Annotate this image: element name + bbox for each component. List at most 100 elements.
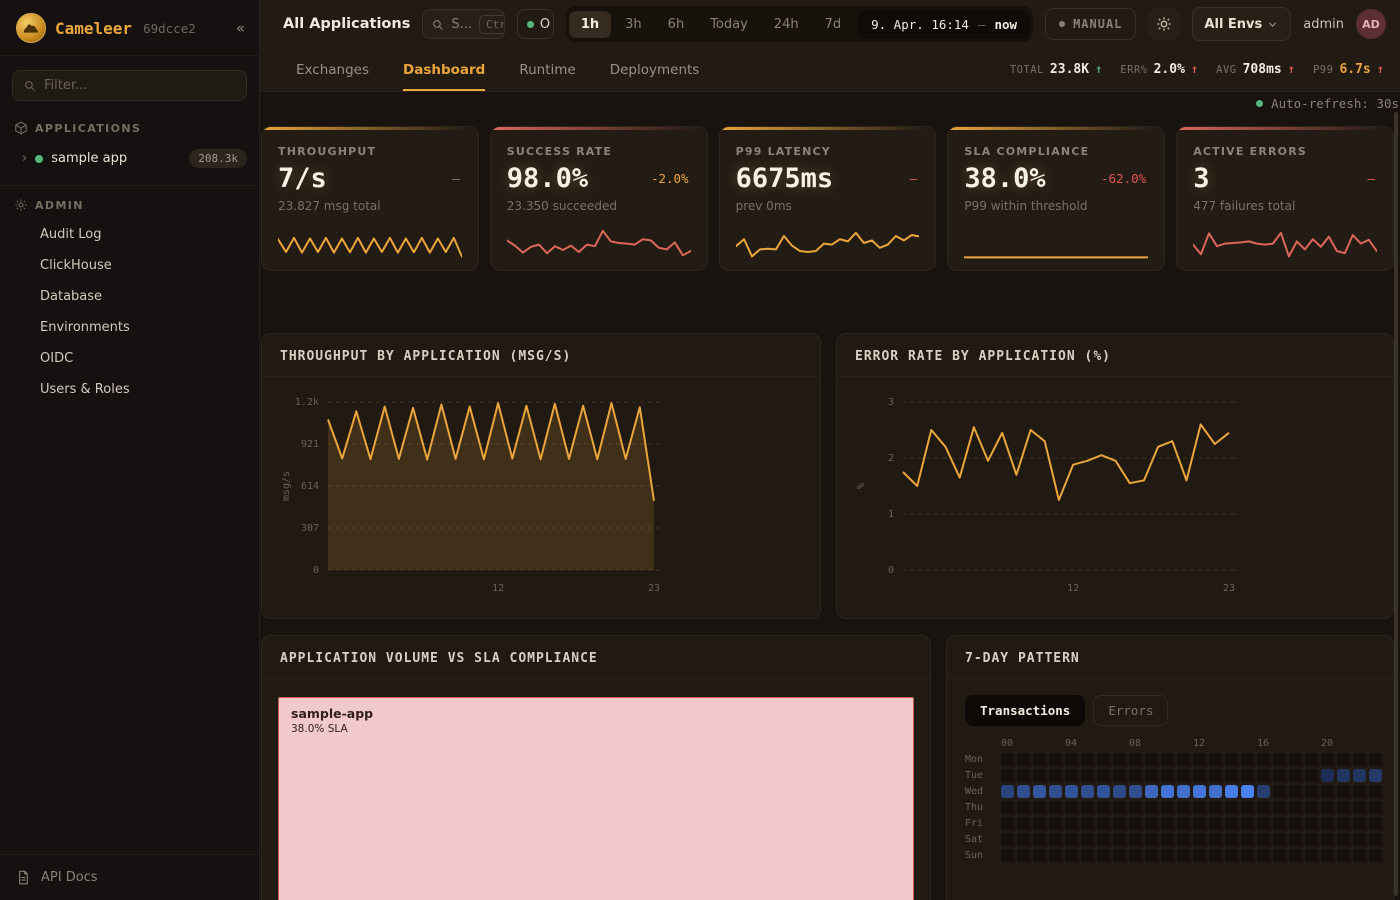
heatmap-cell[interactable]: [1113, 849, 1126, 862]
heatmap-cell[interactable]: [1161, 833, 1174, 846]
sidebar-filter[interactable]: Filter...: [12, 70, 247, 101]
heatmap-cell[interactable]: [1241, 833, 1254, 846]
sidebar-item-database[interactable]: Database: [0, 281, 259, 312]
heatmap-cell[interactable]: [1017, 817, 1030, 830]
heatmap-cell[interactable]: [1129, 785, 1142, 798]
heatmap-cell[interactable]: [1081, 849, 1094, 862]
sidebar-item-api-docs[interactable]: API Docs: [0, 854, 259, 900]
heatmap-cell[interactable]: [1257, 817, 1270, 830]
heatmap-cell[interactable]: [1273, 801, 1286, 814]
heatmap-cell[interactable]: [1097, 801, 1110, 814]
heatmap-cell[interactable]: [1017, 769, 1030, 782]
heatmap-cell[interactable]: [1257, 801, 1270, 814]
heatmap-cell[interactable]: [1161, 801, 1174, 814]
treemap-tile-sample-app[interactable]: sample-app 38.0% SLA: [278, 697, 914, 900]
heatmap-cell[interactable]: [1241, 785, 1254, 798]
heatmap-cell[interactable]: [1017, 801, 1030, 814]
tab-dashboard[interactable]: Dashboard: [403, 49, 485, 90]
sidebar-item-oidc[interactable]: OIDC: [0, 343, 259, 374]
heatmap-cell[interactable]: [1193, 753, 1206, 766]
heatmap-cell[interactable]: [1193, 849, 1206, 862]
heatmap-cell[interactable]: [1289, 849, 1302, 862]
heatmap-cell[interactable]: [1049, 801, 1062, 814]
heatmap-cell[interactable]: [1289, 833, 1302, 846]
range-button-24h[interactable]: 24h: [762, 11, 811, 38]
heatmap-cell[interactable]: [1305, 833, 1318, 846]
heatmap-cell[interactable]: [1225, 801, 1238, 814]
heatmap-cell[interactable]: [1337, 753, 1350, 766]
heatmap-cell[interactable]: [1241, 801, 1254, 814]
heatmap-cell[interactable]: [1001, 801, 1014, 814]
heatmap-cell[interactable]: [1321, 769, 1334, 782]
heatmap-cell[interactable]: [1097, 785, 1110, 798]
heatmap-cell[interactable]: [1321, 833, 1334, 846]
manual-refresh-button[interactable]: MANUAL: [1045, 8, 1136, 40]
heatmap-cell[interactable]: [1145, 849, 1158, 862]
heatmap-cell[interactable]: [1065, 849, 1078, 862]
heatmap-cell[interactable]: [1353, 785, 1366, 798]
heatmap-cell[interactable]: [1161, 817, 1174, 830]
range-button-1h[interactable]: 1h: [569, 11, 611, 38]
heatmap-cell[interactable]: [1369, 769, 1382, 782]
heatmap-cell[interactable]: [1065, 785, 1078, 798]
toggle-transactions[interactable]: Transactions: [965, 695, 1085, 726]
heatmap-cell[interactable]: [1257, 769, 1270, 782]
date-range-display[interactable]: 9. Apr. 16:14 – now: [858, 10, 1030, 39]
heatmap-cell[interactable]: [1161, 849, 1174, 862]
sidebar-collapse-icon[interactable]: «: [236, 19, 245, 37]
heatmap-cell[interactable]: [1001, 769, 1014, 782]
scrollbar-thumb[interactable]: [1394, 112, 1398, 896]
heatmap-cell[interactable]: [1145, 785, 1158, 798]
heatmap-cell[interactable]: [1097, 817, 1110, 830]
heatmap-cell[interactable]: [1081, 769, 1094, 782]
tab-deployments[interactable]: Deployments: [610, 49, 700, 90]
heatmap-cell[interactable]: [1081, 817, 1094, 830]
heatmap-cell[interactable]: [1209, 849, 1222, 862]
heatmap-cell[interactable]: [1113, 833, 1126, 846]
heatmap-cell[interactable]: [1193, 785, 1206, 798]
heatmap-cell[interactable]: [1145, 817, 1158, 830]
heatmap-cell[interactable]: [1273, 817, 1286, 830]
error-rate-chart[interactable]: 01231223%: [851, 388, 1271, 618]
heatmap-cell[interactable]: [1225, 769, 1238, 782]
heatmap-cell[interactable]: [1129, 801, 1142, 814]
heatmap-cell[interactable]: [1225, 785, 1238, 798]
throughput-chart[interactable]: 03076149211.2k1223msg/s: [276, 388, 696, 618]
heatmap-cell[interactable]: [1001, 833, 1014, 846]
heatmap-cell[interactable]: [1321, 849, 1334, 862]
sidebar-item-environments[interactable]: Environments: [0, 312, 259, 343]
heatmap-cell[interactable]: [1145, 753, 1158, 766]
heatmap-cell[interactable]: [1193, 833, 1206, 846]
heatmap-cell[interactable]: [1369, 849, 1382, 862]
heatmap-cell[interactable]: [1337, 817, 1350, 830]
global-search-input[interactable]: S... Ctrl+K: [422, 9, 505, 39]
heatmap-cell[interactable]: [1241, 817, 1254, 830]
heatmap-cell[interactable]: [1289, 817, 1302, 830]
range-button-7d[interactable]: 7d: [813, 11, 854, 38]
heatmap-cell[interactable]: [1353, 769, 1366, 782]
heatmap-cell[interactable]: [1161, 785, 1174, 798]
heatmap-cell[interactable]: [1177, 801, 1190, 814]
heatmap-cell[interactable]: [1049, 817, 1062, 830]
heatmap-cell[interactable]: [1353, 801, 1366, 814]
heatmap-cell[interactable]: [1305, 753, 1318, 766]
heatmap-cell[interactable]: [1177, 833, 1190, 846]
stat-card-sla-compliance[interactable]: SLA COMPLIANCE38.0%-62.0%P99 within thre…: [947, 126, 1165, 271]
heatmap-cell[interactable]: [1273, 769, 1286, 782]
heatmap-cell[interactable]: [1113, 801, 1126, 814]
heatmap-cell[interactable]: [1305, 817, 1318, 830]
heatmap-cell[interactable]: [1145, 801, 1158, 814]
heatmap-cell[interactable]: [1145, 833, 1158, 846]
sidebar-item-users-roles[interactable]: Users & Roles: [0, 374, 259, 405]
heatmap-cell[interactable]: [1097, 753, 1110, 766]
avatar[interactable]: AD: [1356, 9, 1386, 39]
heatmap-cell[interactable]: [1161, 753, 1174, 766]
heatmap-cell[interactable]: [1321, 785, 1334, 798]
heatmap-cell[interactable]: [1241, 769, 1254, 782]
stat-card-throughput[interactable]: THROUGHPUT7/s–23.827 msg total: [261, 126, 479, 271]
heatmap-cell[interactable]: [1049, 785, 1062, 798]
heatmap-cell[interactable]: [1353, 753, 1366, 766]
heatmap-cell[interactable]: [1257, 849, 1270, 862]
heatmap-cell[interactable]: [1081, 801, 1094, 814]
heatmap-cell[interactable]: [1161, 769, 1174, 782]
